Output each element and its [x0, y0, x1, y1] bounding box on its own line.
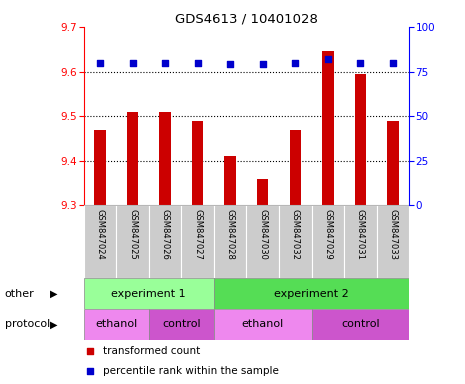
Text: ethanol: ethanol: [95, 319, 137, 329]
Text: other: other: [5, 289, 34, 299]
Point: [357, 60, 364, 66]
Point: [226, 61, 234, 68]
Point: [324, 56, 332, 62]
Point: [161, 60, 169, 66]
Bar: [192, 121, 203, 205]
Title: GDS4613 / 10401028: GDS4613 / 10401028: [175, 13, 318, 26]
Bar: [312, 205, 344, 278]
Bar: [322, 51, 333, 205]
Point: [96, 60, 104, 66]
Point: [194, 60, 201, 66]
Text: GSM847032: GSM847032: [291, 209, 300, 260]
Text: experiment 1: experiment 1: [112, 289, 186, 299]
Bar: [94, 129, 106, 205]
Text: experiment 2: experiment 2: [274, 289, 349, 299]
Bar: [225, 156, 236, 205]
Bar: [246, 205, 279, 278]
Point: [86, 348, 94, 354]
Text: GSM847026: GSM847026: [160, 209, 170, 260]
Bar: [84, 278, 214, 309]
Bar: [159, 112, 171, 205]
Bar: [377, 205, 409, 278]
Bar: [214, 309, 312, 340]
Text: percentile rank within the sample: percentile rank within the sample: [103, 366, 279, 376]
Point: [389, 60, 397, 66]
Text: GSM847029: GSM847029: [323, 209, 332, 260]
Bar: [257, 179, 268, 205]
Bar: [214, 278, 409, 309]
Bar: [279, 205, 312, 278]
Bar: [84, 309, 149, 340]
Text: transformed count: transformed count: [103, 346, 200, 356]
Bar: [312, 309, 409, 340]
Bar: [127, 112, 138, 205]
Text: ▶: ▶: [50, 319, 57, 329]
Text: GSM847030: GSM847030: [258, 209, 267, 260]
Text: protocol: protocol: [5, 319, 50, 329]
Text: control: control: [162, 319, 201, 329]
Point: [129, 60, 136, 66]
Bar: [290, 129, 301, 205]
Text: GSM847024: GSM847024: [95, 209, 105, 260]
Text: GSM847027: GSM847027: [193, 209, 202, 260]
Bar: [355, 74, 366, 205]
Text: GSM847025: GSM847025: [128, 209, 137, 260]
Text: GSM847028: GSM847028: [226, 209, 235, 260]
Bar: [149, 309, 214, 340]
Point: [86, 368, 94, 374]
Text: control: control: [341, 319, 380, 329]
Point: [259, 61, 266, 68]
Bar: [214, 205, 246, 278]
Text: ▶: ▶: [50, 289, 57, 299]
Text: GSM847031: GSM847031: [356, 209, 365, 260]
Bar: [387, 121, 399, 205]
Text: GSM847033: GSM847033: [388, 209, 398, 260]
Text: ethanol: ethanol: [242, 319, 284, 329]
Point: [292, 60, 299, 66]
Bar: [116, 205, 149, 278]
Bar: [344, 205, 377, 278]
Bar: [84, 205, 116, 278]
Bar: [149, 205, 181, 278]
Bar: [181, 205, 214, 278]
